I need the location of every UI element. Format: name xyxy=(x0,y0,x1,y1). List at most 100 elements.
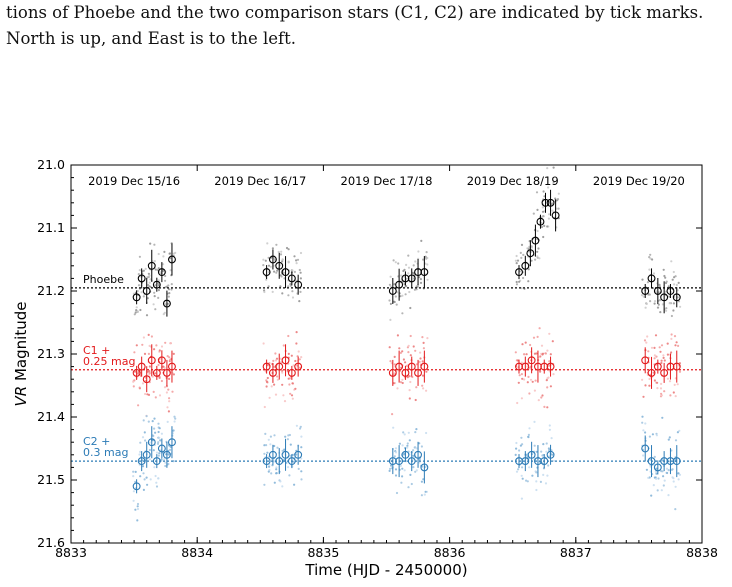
background-point xyxy=(419,351,422,354)
background-point xyxy=(548,360,551,363)
background-point xyxy=(525,453,528,456)
background-point xyxy=(408,397,411,400)
background-point xyxy=(137,372,140,375)
x-tick-label: 8835 xyxy=(307,545,339,560)
background-point xyxy=(546,386,549,389)
background-point xyxy=(516,401,519,405)
data-point xyxy=(157,268,166,277)
background-point xyxy=(530,259,533,262)
background-point xyxy=(535,471,538,474)
background-point xyxy=(663,479,666,482)
background-point xyxy=(654,334,658,337)
background-point xyxy=(528,427,531,430)
background-point xyxy=(136,310,139,313)
background-point xyxy=(151,420,154,423)
plot-frame xyxy=(70,164,703,544)
background-point xyxy=(421,336,424,339)
background-point xyxy=(153,243,156,246)
y-axis-label-italic: VR xyxy=(12,386,30,407)
background-point xyxy=(679,305,682,308)
data-point xyxy=(162,299,171,308)
background-point xyxy=(668,301,672,305)
data-point xyxy=(521,261,530,270)
scatter-cloud xyxy=(132,166,682,522)
background-point xyxy=(300,470,303,473)
background-point xyxy=(295,424,298,427)
background-point xyxy=(389,467,392,470)
background-point xyxy=(290,394,294,397)
x-tick-label: 8837 xyxy=(560,545,592,560)
background-point xyxy=(644,306,647,309)
background-point xyxy=(404,361,407,364)
background-point xyxy=(291,296,295,299)
background-point xyxy=(552,166,555,169)
background-point xyxy=(543,224,546,227)
background-point xyxy=(414,431,417,434)
background-point xyxy=(415,386,418,389)
data-point xyxy=(531,236,540,245)
data-point xyxy=(647,457,656,466)
background-point xyxy=(401,350,404,353)
background-point xyxy=(267,470,270,473)
background-point xyxy=(289,284,292,287)
data-point xyxy=(395,280,404,289)
background-point xyxy=(422,387,425,390)
background-point xyxy=(396,334,399,337)
background-point xyxy=(147,272,150,275)
background-point xyxy=(163,458,166,461)
data-point xyxy=(294,280,303,289)
background-point xyxy=(291,269,294,272)
background-point xyxy=(667,469,670,472)
background-point xyxy=(157,430,160,434)
background-point xyxy=(653,357,656,360)
background-point xyxy=(281,449,284,452)
background-point xyxy=(518,280,521,283)
data-point xyxy=(660,293,669,302)
background-point xyxy=(670,314,674,318)
background-point xyxy=(280,275,283,278)
background-point xyxy=(401,381,404,385)
background-point xyxy=(544,482,548,485)
background-point xyxy=(523,353,526,356)
background-point xyxy=(399,464,402,467)
background-point xyxy=(515,447,518,450)
background-point xyxy=(540,344,544,347)
background-point xyxy=(144,439,147,442)
reference-label: Phoebe xyxy=(83,273,124,286)
data-point xyxy=(281,356,290,365)
background-point xyxy=(170,288,173,291)
background-point xyxy=(402,358,405,361)
data-point xyxy=(142,287,151,295)
background-point xyxy=(144,267,147,270)
background-point xyxy=(665,280,668,283)
background-point xyxy=(391,413,394,416)
background-point xyxy=(409,306,412,310)
background-point xyxy=(282,271,285,274)
background-point xyxy=(677,478,680,481)
background-point xyxy=(546,406,549,409)
background-point xyxy=(162,313,165,316)
background-point xyxy=(672,309,675,312)
background-point xyxy=(265,278,268,281)
background-point xyxy=(158,394,162,397)
background-point xyxy=(276,378,279,381)
background-point xyxy=(648,377,651,381)
background-point xyxy=(407,272,410,275)
y-axis-label-rest: Magnitude xyxy=(12,302,30,386)
background-point xyxy=(534,379,537,382)
background-point xyxy=(652,272,656,275)
background-point xyxy=(546,474,549,477)
background-point xyxy=(133,370,137,373)
background-point xyxy=(393,372,396,375)
background-point xyxy=(138,269,141,272)
background-point xyxy=(394,261,397,264)
background-point xyxy=(554,197,557,200)
data-point xyxy=(407,457,416,466)
background-point xyxy=(524,341,527,344)
background-point xyxy=(516,259,520,262)
background-point xyxy=(528,466,531,469)
data-point xyxy=(641,287,650,295)
background-point xyxy=(295,259,298,262)
background-point xyxy=(653,302,656,305)
background-point xyxy=(277,250,280,253)
